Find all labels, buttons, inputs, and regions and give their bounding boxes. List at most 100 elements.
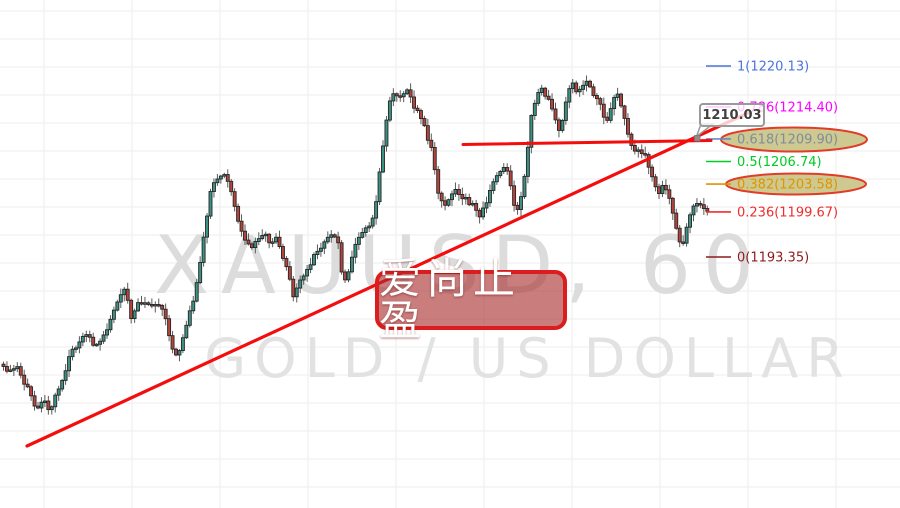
candle-body bbox=[346, 271, 351, 281]
candle-body bbox=[139, 302, 144, 305]
candle-body bbox=[4, 366, 9, 372]
candle-body bbox=[422, 118, 427, 127]
candle-body bbox=[350, 256, 354, 273]
fib-level-label: 0.382(1203.58) bbox=[737, 178, 838, 193]
candle-body bbox=[253, 241, 258, 249]
candle-body bbox=[401, 93, 406, 98]
candle-body bbox=[660, 184, 665, 194]
candle-body bbox=[163, 308, 168, 320]
resistance-line[interactable] bbox=[461, 139, 713, 146]
candle-body bbox=[277, 236, 282, 247]
candle-body bbox=[329, 234, 334, 238]
candlestick-series bbox=[1, 75, 710, 415]
candle-body bbox=[650, 166, 655, 178]
candle-body bbox=[122, 288, 127, 296]
candle-body bbox=[674, 212, 679, 229]
candle-body bbox=[705, 208, 710, 212]
candle-body bbox=[170, 335, 175, 350]
candle-body bbox=[477, 209, 482, 218]
candle-body bbox=[132, 310, 137, 319]
candle-body bbox=[567, 88, 572, 103]
candle-body bbox=[336, 236, 341, 244]
annotation-text: 爱尚止盈 bbox=[379, 254, 521, 345]
candle-body bbox=[474, 203, 479, 211]
candle-body bbox=[456, 188, 461, 195]
candle-body bbox=[698, 203, 703, 206]
candle-body bbox=[522, 175, 527, 198]
candle-body bbox=[481, 207, 485, 218]
candle-body bbox=[681, 241, 686, 244]
candle-body bbox=[398, 95, 403, 98]
candle-body bbox=[32, 395, 37, 407]
candle-body bbox=[688, 214, 692, 228]
candle-body bbox=[305, 268, 310, 277]
candle-body bbox=[353, 243, 358, 258]
candle-body bbox=[174, 348, 178, 356]
candle-body bbox=[453, 188, 458, 195]
candle-body bbox=[653, 176, 658, 188]
candle-body bbox=[591, 86, 596, 96]
candle-body bbox=[570, 82, 575, 90]
candle-body bbox=[425, 125, 430, 141]
price-tooltip-value: 1210.03 bbox=[702, 107, 762, 123]
candle-body bbox=[229, 180, 234, 193]
candle-body bbox=[367, 225, 372, 229]
candle-body bbox=[325, 236, 330, 243]
candle-body bbox=[677, 227, 682, 243]
candle-body bbox=[663, 184, 668, 191]
candle-body bbox=[560, 119, 565, 131]
candle-body bbox=[332, 234, 337, 238]
candle-body bbox=[467, 197, 472, 206]
candle-body bbox=[498, 171, 503, 177]
candle-body bbox=[39, 401, 44, 409]
candle-body bbox=[536, 92, 541, 104]
candle-body bbox=[322, 241, 327, 249]
candle-body bbox=[374, 201, 379, 219]
candle-body bbox=[8, 369, 13, 372]
candle-body bbox=[488, 189, 492, 204]
candle-body bbox=[394, 93, 399, 97]
candle-body bbox=[615, 93, 620, 98]
candle-body bbox=[63, 370, 68, 381]
candle-body bbox=[18, 366, 23, 376]
candle-body bbox=[287, 266, 292, 280]
candle-body bbox=[632, 145, 637, 152]
candle-body bbox=[267, 233, 272, 244]
candle-body bbox=[36, 405, 40, 409]
candle-body bbox=[622, 105, 627, 119]
fib-highlight-ellipses[interactable] bbox=[720, 126, 868, 196]
candle-body bbox=[67, 356, 72, 372]
candle-body bbox=[612, 96, 617, 110]
candle-body bbox=[49, 406, 54, 411]
candle-body bbox=[246, 239, 251, 245]
candle-body bbox=[391, 93, 396, 102]
candle-body bbox=[598, 98, 603, 105]
candle-body bbox=[180, 337, 185, 351]
candle-body bbox=[118, 294, 123, 303]
candle-body bbox=[436, 169, 441, 194]
candle-body bbox=[298, 279, 303, 289]
candle-body bbox=[539, 87, 544, 93]
candle-body bbox=[215, 178, 220, 184]
candle-body bbox=[191, 300, 196, 312]
candle-body bbox=[236, 205, 241, 222]
candle-body bbox=[22, 374, 27, 385]
candle-body bbox=[201, 236, 206, 263]
annotation-box[interactable]: 爱尚止盈 bbox=[375, 258, 567, 342]
candle-body bbox=[115, 301, 120, 311]
candle-body bbox=[73, 347, 78, 350]
candle-body bbox=[87, 334, 92, 338]
candle-body bbox=[153, 304, 158, 307]
candle-body bbox=[222, 174, 227, 177]
candle-body bbox=[211, 182, 216, 192]
candle-body bbox=[260, 235, 265, 240]
candle-body bbox=[249, 243, 254, 249]
candle-body bbox=[356, 236, 361, 245]
trendline-drag-handle[interactable] bbox=[694, 135, 701, 142]
candle-body bbox=[684, 226, 689, 244]
candle-body bbox=[412, 96, 416, 109]
candle-body bbox=[460, 193, 465, 200]
